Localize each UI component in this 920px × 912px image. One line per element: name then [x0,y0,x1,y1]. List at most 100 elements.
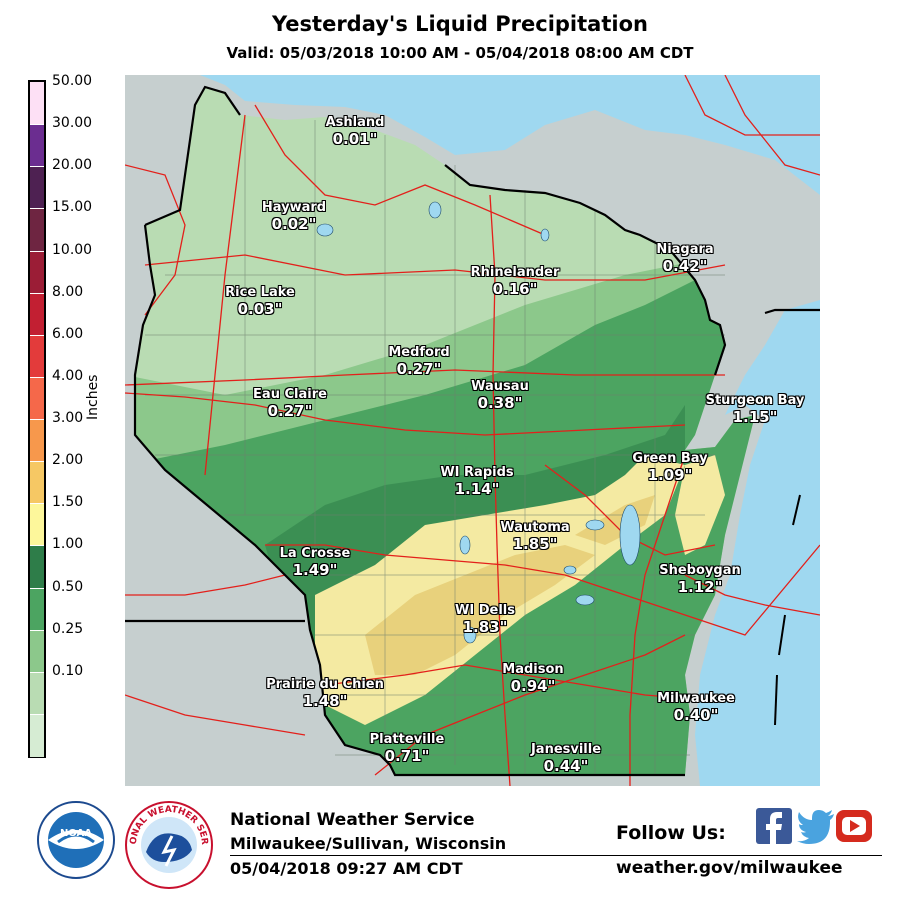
noaa-logo: NOAA [37,801,115,879]
legend-swatch [30,545,44,589]
legend-tick-label: 50.00 [52,73,93,89]
station-wi-dells: WI Dells 1.83" [435,603,535,635]
issued-time: 05/04/2018 09:27 AM CDT [230,859,463,878]
precipitation-map: Ashland 0.01" Hayward 0.02" Rice Lake 0.… [125,75,820,786]
station-amount: 0.02" [271,215,317,233]
legend-swatch [30,713,44,757]
station-city: Hayward [261,200,327,215]
station-la-crosse: La Crosse 1.49" [265,546,365,578]
station-rice-lake: Rice Lake 0.03" [210,285,310,317]
station-amount: 1.83" [462,618,508,636]
station-wausau: Wausau 0.38" [450,379,550,411]
legend-tick-label: 10.00 [52,241,93,258]
station-prairie-du-chien: Prairie du Chien 1.48" [250,677,400,709]
station-city: Medford [388,345,450,360]
legend-tick-label: 8.00 [52,283,84,300]
station-amount: 0.44" [543,757,589,775]
twitter-icon[interactable] [796,808,836,844]
legend-swatch [30,124,44,168]
legend-swatch [30,82,44,125]
station-amount: 0.94" [510,677,556,695]
station-city: Prairie du Chien [266,677,384,692]
legend-tick-label: 1.50 [52,494,84,511]
station-amount: 1.49" [292,561,338,579]
youtube-icon[interactable] [836,808,872,844]
station-city: Sturgeon Bay [705,393,805,408]
station-hayward: Hayward 0.02" [244,200,344,232]
station-milwaukee: Milwaukee 0.40" [646,691,746,723]
legend-tick-label: 0.10 [52,662,84,679]
station-city: Green Bay [632,451,708,466]
station-eau-claire: Eau Claire 0.27" [235,387,345,419]
station-amount: 1.48" [302,692,348,710]
legend-tick-label: 3.00 [52,410,84,426]
station-city: Wausau [471,379,529,394]
legend-tick-label: 6.00 [52,325,84,342]
legend-swatch [30,587,44,631]
station-amount: 1.15" [732,408,778,426]
legend-swatch [30,208,44,252]
station-amount: 0.16" [492,280,538,298]
station-medford: Medford 0.27" [369,345,469,377]
station-wautoma: Wautoma 1.85" [485,520,585,552]
facebook-icon[interactable] [756,808,792,844]
legend-swatch [30,334,44,378]
station-city: Ashland [325,115,385,130]
noaa-logo-text: NOAA [60,828,92,839]
legend-swatch [30,629,44,673]
valid-time: Valid: 05/03/2018 10:00 AM - 05/04/2018 … [226,44,694,62]
station-amount: 0.27" [267,402,313,420]
station-amount: 0.01" [332,130,378,148]
station-janesville: Janesville 0.44" [516,742,616,774]
station-city: Rice Lake [225,285,295,300]
color-legend [28,80,46,758]
station-amount: 1.85" [512,535,558,553]
map-title: Yesterday's Liquid Precipitation [272,12,648,36]
station-amount: 0.03" [237,300,283,318]
legend-swatch [30,166,44,210]
station-city: Sheboygan [659,563,741,578]
station-rhinelander: Rhinelander 0.16" [455,265,575,297]
legend-tick-label: 2.00 [52,452,84,469]
station-ashland: Ashland 0.01" [305,115,405,147]
station-city: Janesville [530,742,602,757]
follow-us-label: Follow Us: [616,822,726,844]
station-amount: 1.12" [677,578,723,596]
legend-tick-label: 0.25 [52,620,84,637]
nws-logo: NATIONAL WEATHER SERVICE [124,800,213,889]
station-wi-rapids: WI Rapids 1.14" [422,465,532,497]
office-location: Milwaukee/Sullivan, Wisconsin [230,834,507,853]
station-amount: 0.71" [384,747,430,765]
legend-tick-label: 15.00 [52,199,93,216]
station-amount: 0.42" [662,257,708,275]
station-city: Madison [502,662,564,677]
station-amount: 1.09" [647,466,693,484]
station-city: Rhinelander [470,265,560,280]
legend-swatch [30,376,44,420]
legend-swatch [30,503,44,547]
station-platteville: Platteville 0.71" [357,732,457,764]
legend-tick-label: 1.00 [52,536,84,553]
station-sheboygan: Sheboygan 1.12" [645,563,755,595]
station-amount: 1.14" [454,480,500,498]
station-city: Wautoma [500,520,570,535]
legend-tick-label: 0.50 [52,578,84,595]
station-amount: 0.40" [673,706,719,724]
station-city: Milwaukee [657,691,735,706]
footer-divider [230,855,882,856]
office-name: National Weather Service [230,810,475,830]
station-city: WI Dells [455,603,515,618]
station-madison: Madison 0.94" [483,662,583,694]
station-amount: 0.38" [477,394,523,412]
station-niagara: Niagara 0.42" [635,242,735,274]
legend-swatch [30,250,44,294]
station-city: WI Rapids [440,465,514,480]
station-sturgeon-bay: Sturgeon Bay 1.15" [690,393,820,425]
station-city: Eau Claire [253,387,327,402]
website-link[interactable]: weather.gov/milwaukee [616,858,843,878]
legend-swatch [30,292,44,336]
station-city: Platteville [369,732,445,747]
legend-units: Inches [85,374,101,420]
station-city: La Crosse [279,546,351,561]
legend-tick-label: 20.00 [52,157,93,174]
